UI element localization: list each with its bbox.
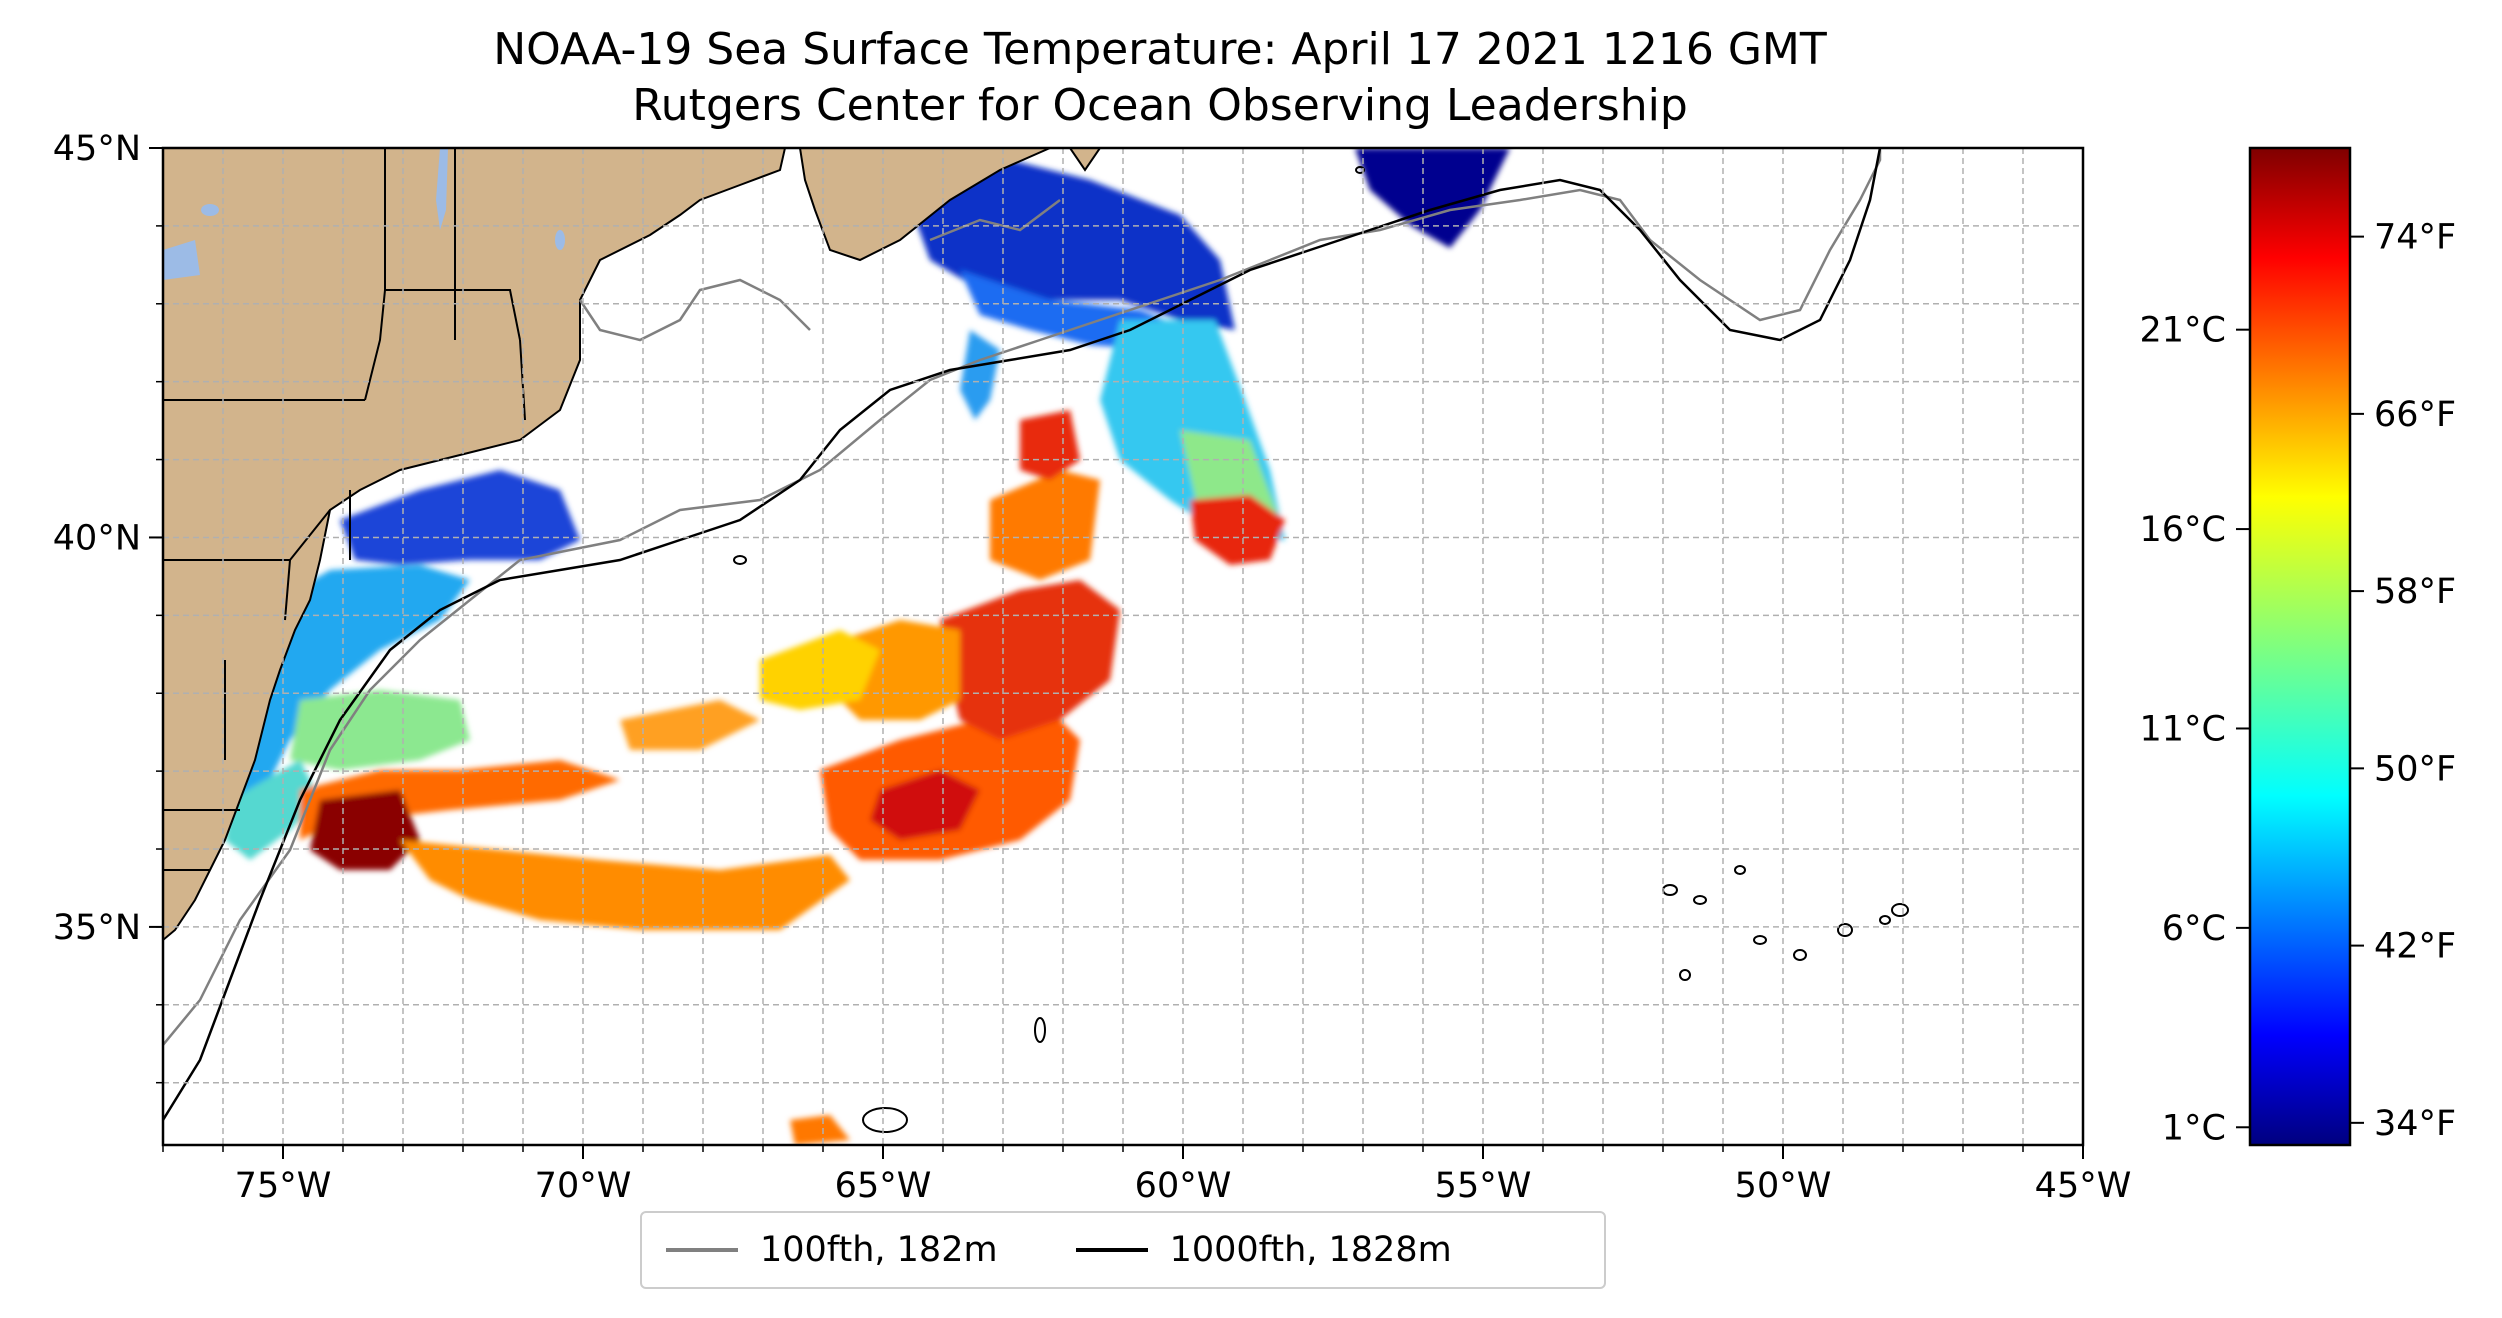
lake-ontario-edge	[163, 240, 200, 280]
x-tick-label: 45°W	[2035, 1166, 2132, 1206]
land-nova-scotia	[798, 148, 1051, 262]
sst-patch-nybight	[340, 470, 580, 565]
colorbar-label-f: 58°F	[2374, 572, 2456, 612]
axis-layer: 75°W 70°W 65°W 60°W 55°W 50°W 45°W 35°N 40°N 45°N	[53, 129, 2132, 1206]
legend-swatch-100fth	[666, 1248, 738, 1252]
sst-patch-gulfstream-orange	[400, 840, 850, 930]
grid-layer	[163, 148, 2083, 1145]
colorbar-label-c: 16°C	[2140, 510, 2226, 550]
map-title: NOAA-19 Sea Surface Temperature: April 1…	[493, 24, 1827, 75]
x-tick-label: 60°W	[1135, 1166, 1232, 1206]
legend-label-1000fth: 1000fth, 1828m	[1169, 1230, 1452, 1270]
sst-patch-maine-cyan	[960, 330, 1000, 420]
sst-patch-gulfstream-core	[300, 760, 620, 840]
y-tick-label: 35°N	[53, 908, 141, 948]
colorbar-label-f: 50°F	[2374, 749, 2456, 789]
legend-swatch-1000fth	[1075, 1248, 1148, 1252]
sst-patch-south-scatter	[620, 700, 760, 750]
y-tick-label: 40°N	[53, 518, 141, 558]
isobath-legend: 100fth, 182m 1000fth, 1828m	[640, 1211, 1606, 1289]
legend-label-100fth: 100fth, 182m	[760, 1230, 998, 1270]
sst-patch-shelf-green	[290, 690, 470, 770]
y-tick-label: 45°N	[53, 129, 141, 169]
colorbar-label-f: 66°F	[2374, 395, 2456, 435]
colorbar-ticks: 1°C 6°C 11°C 16°C 21°C 34°F 42°F 50°F 58°F 66°F 74…	[2140, 218, 2457, 1149]
colorbar-label-f: 34°F	[2374, 1104, 2456, 1144]
x-tick-label: 70°W	[535, 1166, 632, 1206]
legend-item-100fth: 100fth, 182m	[666, 1230, 998, 1270]
colorbar-gradient	[2248, 146, 2352, 1147]
sst-patch-ne-deep	[1355, 148, 1510, 248]
lake-small-2	[555, 230, 565, 250]
lakes-layer	[163, 148, 565, 280]
sst-patch-gulf-red	[1190, 495, 1285, 565]
isobath-1000fth	[163, 148, 1882, 1121]
land-cape-breton	[1068, 148, 1102, 172]
seamounts-layer	[733, 166, 1909, 1133]
sst-patch-far-south	[790, 1115, 850, 1145]
colorbar-label-f: 42°F	[2374, 927, 2456, 967]
x-tick-label: 55°W	[1435, 1166, 1532, 1206]
x-tick-label: 75°W	[235, 1166, 332, 1206]
colorbar-label-f: 74°F	[2374, 218, 2456, 258]
legend-item-1000fth: 1000fth, 1828m	[1075, 1230, 1452, 1270]
sst-patch-mid-yellow	[760, 630, 880, 710]
state-borders	[163, 148, 526, 871]
land-layer	[163, 148, 1102, 942]
lake-small-1	[201, 204, 219, 216]
map-panel	[163, 148, 2083, 1145]
map-subtitle: Rutgers Center for Ocean Observing Leade…	[632, 80, 1688, 131]
colorbar-label-c: 6°C	[2162, 909, 2226, 949]
x-tick-label: 50°W	[1735, 1166, 1832, 1206]
land-us-coast	[163, 148, 787, 942]
sst-patch-shelf-cyan2	[225, 760, 320, 860]
sst-patch-ring-red	[870, 770, 980, 840]
colorbar-label-c: 11°C	[2140, 709, 2226, 749]
lake-champlain	[436, 148, 448, 230]
colorbar-label-c: 1°C	[2162, 1108, 2226, 1148]
sst-patch-hatteras-dark	[310, 790, 420, 870]
sst-patch-mid-north	[990, 470, 1100, 580]
sst-patch-mid-red	[940, 580, 1120, 740]
colorbar-label-c: 21°C	[2140, 311, 2226, 351]
x-tick-label: 65°W	[835, 1166, 932, 1206]
sst-patch-mid-north-red	[1020, 410, 1080, 480]
isobath-100fth	[163, 148, 1882, 1046]
